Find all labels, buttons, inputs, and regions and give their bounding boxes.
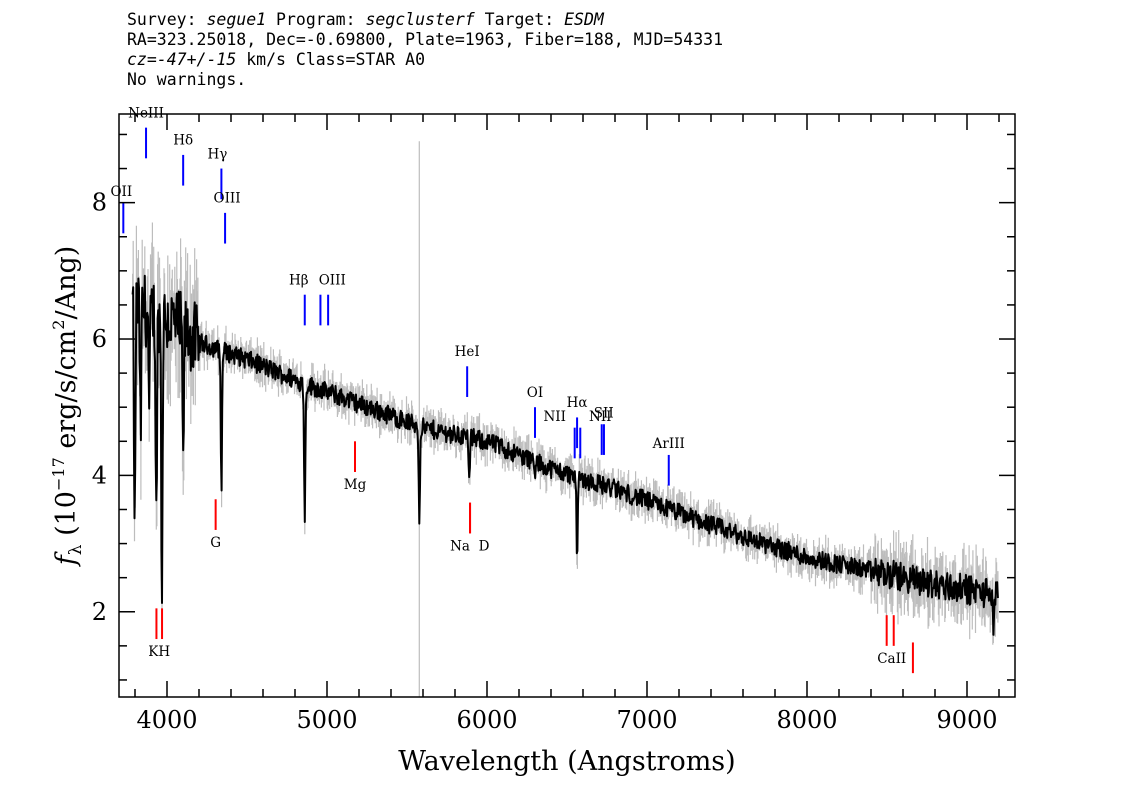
axis-ticks (119, 114, 1015, 697)
x-tick-label: 9000 (936, 706, 997, 734)
header-coords-line: RA=323.25018, Dec=-0.69800, Plate=1963, … (127, 30, 724, 49)
x-tick-label: 7000 (616, 706, 677, 734)
flux-series (131, 274, 999, 636)
x-tick-label: 4000 (136, 706, 197, 734)
line-label: NII (589, 409, 611, 425)
line-label: OIII (214, 191, 241, 207)
spectrum-header: Survey: segue1 Program: segclusterf Targ… (127, 10, 723, 90)
target-value: ESDM (564, 10, 604, 29)
y-tick-label: 4 (92, 461, 107, 489)
y-tick-label: 8 (92, 189, 107, 217)
line-label: Hα (567, 395, 588, 411)
y-axis-label-exp2: 2 (49, 320, 68, 330)
x-tick-label: 5000 (296, 706, 357, 734)
line-label: Mg (344, 477, 367, 493)
y-axis-label-close: /Ang) (51, 246, 82, 320)
y-axis-label: fλ (10−17 erg/s/cm2/Ang) (49, 246, 86, 568)
program-label: Program: (266, 10, 366, 29)
line-label: Hβ (289, 272, 309, 288)
line-label: HeI (455, 344, 480, 360)
line-label: OIII (319, 272, 346, 288)
flux-line (131, 274, 999, 636)
y-tick-label: 6 (92, 325, 107, 353)
y-axis-label-mid: erg/s/cm (51, 330, 82, 458)
line-label: OI (527, 385, 543, 401)
x-tick-label: 6000 (456, 706, 517, 734)
line-label: ArIII (652, 436, 685, 452)
x-axis-label: Wavelength (Angstroms) (398, 746, 735, 777)
y-axis-label-open: (10 (51, 491, 82, 544)
header-redshift-line: cz=-47+/-15 km/s Class=STAR A0 (127, 50, 723, 70)
line-label: OII (110, 184, 132, 200)
header-warnings-line: No warnings. (127, 70, 247, 89)
header-survey-line: Survey: segue1 Program: segclusterf Targ… (127, 10, 723, 30)
program-value: segclusterf (365, 10, 475, 29)
line-label: CaII (877, 651, 906, 667)
y-axis-label-lambda: λ (66, 544, 86, 555)
line-label: Hγ (207, 146, 227, 162)
survey-label: Survey: (127, 10, 207, 29)
y-axis-label-exp1: −17 (49, 457, 68, 491)
survey-value: segue1 (206, 10, 267, 29)
target-label: Target: (474, 10, 565, 29)
redshift-value: cz=-47+/-15 (127, 50, 237, 69)
line-label: D (479, 538, 490, 554)
line-label: Hδ (173, 133, 193, 149)
line-label: NII (543, 409, 565, 425)
axis-tick-labels: 4000 5000 6000 7000 8000 9000 2 4 6 8 (92, 189, 998, 734)
line-label: KH (148, 644, 170, 660)
plot-frame (118, 113, 1016, 698)
line-label: Na (450, 538, 470, 554)
line-label: SII (594, 405, 614, 421)
y-tick-label: 2 (92, 598, 107, 626)
line-label: G (210, 535, 221, 551)
x-tick-label: 8000 (776, 706, 837, 734)
class-value: km/s Class=STAR A0 (236, 50, 426, 69)
